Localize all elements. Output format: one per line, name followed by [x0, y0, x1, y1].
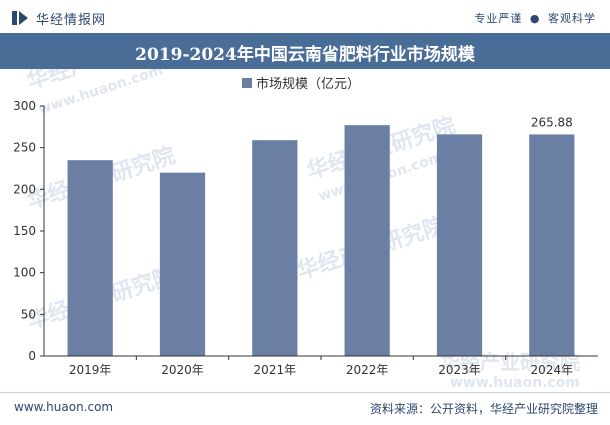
legend: 市场规模（亿元） [242, 76, 360, 92]
x-tick-label: 2023年 [438, 363, 481, 377]
bar-5 [436, 134, 483, 356]
x-tick-label: 2022年 [346, 363, 389, 377]
y-axis: 0 50 100 150 200 250 300 [13, 99, 45, 363]
footer-divider [0, 392, 610, 393]
x-tick-label: 2024年 [531, 363, 574, 377]
bar-4 [344, 125, 390, 356]
huajing-logo-icon [12, 11, 28, 25]
bars: 265.88 [67, 115, 575, 356]
bar-3 [252, 140, 298, 356]
y-tick-label: 50 [21, 307, 36, 321]
bar-6 [529, 134, 575, 356]
bar-chart: 华经产业研究院 www.huaon.com 华经产业研究院 www.huaon.… [13, 69, 598, 391]
slogan-right: 客观科学 [548, 12, 596, 25]
y-tick-label: 150 [13, 224, 36, 238]
y-tick-label: 100 [13, 266, 36, 280]
x-tick-label: 2019年 [69, 363, 112, 377]
y-tick-label: 250 [13, 141, 36, 155]
y-tick-label: 300 [13, 99, 36, 113]
title-bar: 2019-2024年中国云南省肥料行业市场规模 [0, 33, 610, 69]
watermark-url-3: www.huaon.com [450, 375, 580, 391]
slogan-left: 专业严谨 [474, 12, 523, 25]
y-tick-label: 200 [13, 182, 36, 196]
slogan-separator-icon: ● [529, 12, 541, 25]
slogan: 专业严谨 ● 客观科学 [474, 10, 596, 26]
x-tick-label: 2021年 [254, 363, 297, 377]
x-axis: 2019年 2020年 2021年 2022年 2023年 2024年 [44, 355, 598, 377]
header-bar: 华经情报网 专业严谨 ● 客观科学 [0, 0, 610, 33]
y-tick-label: 0 [28, 349, 36, 363]
footer-source: 资料来源：公开资料，华经产业研究院整理 [369, 402, 598, 416]
chart-title: 2019-2024年中国云南省肥料行业市场规模 [135, 45, 475, 65]
bar-1 [67, 160, 113, 356]
brand-name: 华经情报网 [36, 13, 107, 28]
footer-website: www.huaon.com [14, 400, 114, 414]
legend-label: 市场规模（亿元） [256, 76, 360, 92]
data-label: 265.88 [531, 115, 573, 129]
bar-2 [159, 172, 206, 356]
x-tick-label: 2020年 [161, 363, 204, 377]
legend-swatch [242, 78, 252, 88]
